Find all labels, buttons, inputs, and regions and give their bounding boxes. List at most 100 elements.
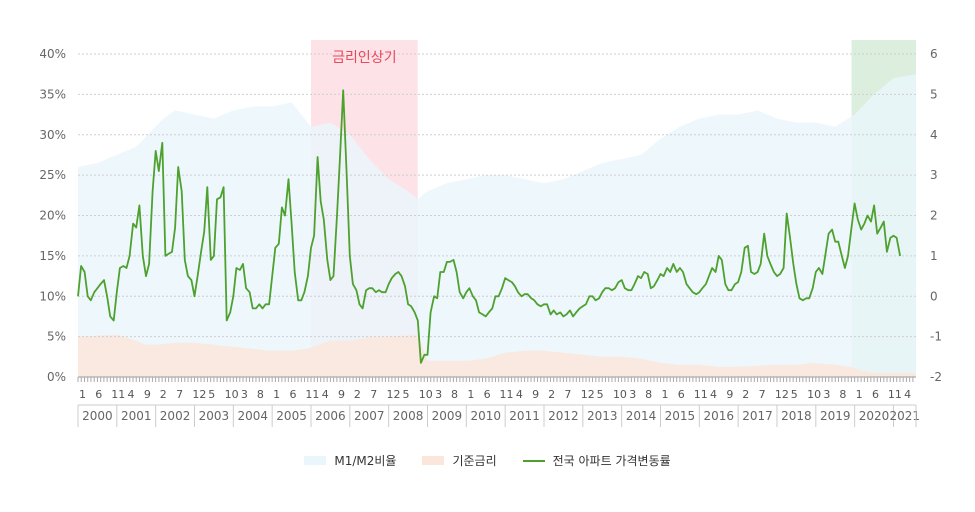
month-tick-label: 1 (273, 388, 280, 401)
right-tick-label: 3 (930, 168, 938, 182)
year-label: 2007 (354, 409, 385, 423)
month-tick-label: 9 (532, 388, 539, 401)
month-tick-label: 5 (402, 388, 409, 401)
year-label: 2003 (199, 409, 230, 423)
legend-item-apt-price: 전국 아파트 가격변동률 (522, 452, 671, 469)
right-tick-label: 5 (930, 87, 938, 101)
left-tick-label: 35% (39, 87, 66, 101)
month-tick-label: 6 (484, 388, 491, 401)
month-tick-label: 12 (387, 388, 401, 401)
year-label: 2008 (393, 409, 424, 423)
area-series-1 (78, 334, 916, 377)
year-label: 2012 (548, 409, 579, 423)
month-tick-label: 4 (516, 388, 523, 401)
year-label: 2011 (509, 409, 540, 423)
month-tick-label: 3 (629, 388, 636, 401)
right-tick-label: -2 (930, 370, 942, 384)
right-tick-label: 6 (930, 47, 938, 61)
left-tick-label: 30% (39, 128, 66, 142)
year-label: 2010 (470, 409, 501, 423)
month-tick-label: 11 (888, 388, 902, 401)
year-label: 2002 (160, 409, 191, 423)
month-tick-label: 9 (338, 388, 345, 401)
right-tick-label: 0 (930, 289, 938, 303)
month-tick-label: 9 (726, 388, 733, 401)
month-tick-label: 3 (241, 388, 248, 401)
left-tick-label: 25% (39, 168, 66, 182)
month-tick-label: 8 (257, 388, 264, 401)
legend-item-m1m2: M1/M2비율 (304, 452, 396, 469)
legend-label-base-rate: 기준금리 (452, 454, 497, 468)
year-label: 2001 (121, 409, 152, 423)
month-tick-label: 3 (435, 388, 442, 401)
month-tick-label: 2 (354, 388, 361, 401)
month-tick-label: 2 (160, 388, 167, 401)
month-tick-label: 4 (904, 388, 911, 401)
year-label: 2009 (432, 409, 463, 423)
month-tick-label: 6 (95, 388, 102, 401)
legend-swatch-base-rate (422, 456, 445, 465)
month-tick-label: 11 (500, 388, 514, 401)
legend-swatch-apt-price (522, 459, 545, 462)
month-tick-label: 10 (419, 388, 433, 401)
left-tick-label: 15% (39, 249, 66, 263)
line-series (77, 89, 901, 364)
month-tick-label: 2 (548, 388, 555, 401)
year-label: 2004 (237, 409, 268, 423)
month-tick-label: 4 (128, 388, 135, 401)
year-label: 2014 (626, 409, 657, 423)
year-label: 2016 (703, 409, 734, 423)
legend: M1/M2비율 기준금리 전국 아파트 가격변동률 (0, 452, 975, 469)
year-label: 2005 (276, 409, 307, 423)
year-label: 2015 (665, 409, 696, 423)
left-tick-label: 20% (39, 209, 66, 223)
year-label: 2013 (587, 409, 618, 423)
year-label: 2021 (889, 409, 920, 423)
legend-label-apt-price: 전국 아파트 가격변동률 (552, 454, 671, 468)
month-tick-label: 7 (759, 388, 766, 401)
month-tick-label: 6 (678, 388, 685, 401)
left-tick-label: 10% (39, 289, 66, 303)
month-tick-label: 2 (742, 388, 749, 401)
month-tick-label: 10 (225, 388, 239, 401)
year-label: 2017 (742, 409, 773, 423)
month-tick-label: 1 (467, 388, 474, 401)
right-tick-label: 2 (930, 209, 938, 223)
highlight-label-0: 금리인상기 (332, 50, 396, 66)
month-tick-label: 5 (791, 388, 798, 401)
year-label: 2006 (315, 409, 346, 423)
month-tick-label: 7 (176, 388, 183, 401)
month-tick-label: 12 (581, 388, 595, 401)
right-tick-label: 4 (930, 128, 938, 142)
month-tick-label: 7 (370, 388, 377, 401)
legend-label-m1m2: M1/M2비율 (334, 454, 397, 468)
line-series-2 (77, 89, 901, 364)
month-tick-label: 11 (305, 388, 319, 401)
month-tick-label: 12 (775, 388, 789, 401)
month-tick-label: 1 (856, 388, 863, 401)
month-tick-label: 10 (807, 388, 821, 401)
x-axis: 1 6 11 4 9 2 7 12 5 10 3 8 1 6 11 4 9 2 7 12 5 10 3 8 1 6 11 4 9 2 7 12… (77, 376, 920, 427)
year-label: 2000 (82, 409, 113, 423)
month-tick-label: 9 (144, 388, 151, 401)
left-axis: 0% 5% 10% 15% 20% 25% 30% 35% 40% (39, 47, 66, 384)
month-tick-label: 1 (79, 388, 86, 401)
left-tick-label: 0% (47, 370, 66, 384)
right-axis: -2 -1 0 1 2 3 4 5 6 (930, 47, 942, 384)
legend-swatch-m1m2 (304, 456, 327, 465)
left-tick-label: 40% (39, 47, 66, 61)
month-tick-label: 8 (451, 388, 458, 401)
left-tick-label: 5% (47, 330, 66, 344)
month-tick-label: 6 (872, 388, 879, 401)
month-tick-label: 11 (111, 388, 125, 401)
month-tick-label: 4 (322, 388, 329, 401)
year-label: 2019 (820, 409, 851, 423)
month-tick-label: 7 (564, 388, 571, 401)
highlight-labels: 금리인상기 (332, 50, 396, 66)
month-tick-label: 1 (661, 388, 668, 401)
month-tick-label: 8 (645, 388, 652, 401)
month-tick-label: 5 (208, 388, 215, 401)
month-tick-label: 3 (823, 388, 830, 401)
month-tick-label: 12 (192, 388, 206, 401)
